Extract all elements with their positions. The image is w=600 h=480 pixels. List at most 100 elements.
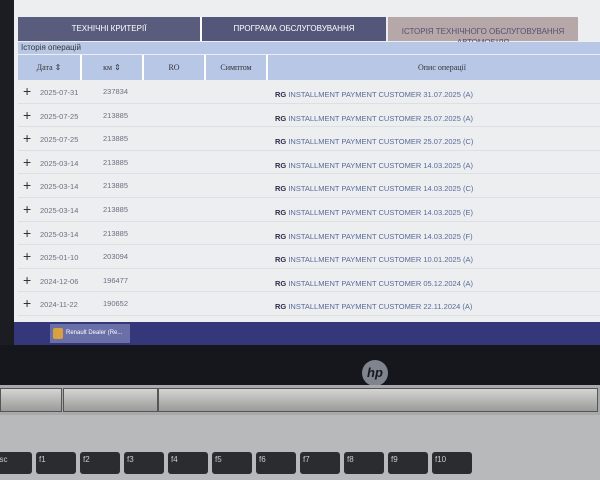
row-code: RG [275,184,287,194]
key-f6[interactable]: f6 [256,452,296,474]
tab-technical-criteria[interactable]: Технічні критерії [18,17,200,41]
table-row[interactable]: + 2025-03-14 213885 RG INSTALLMENT PAYME… [18,151,600,175]
row-description: RG INSTALLMENT PAYMENT CUSTOMER 14.03.20… [275,232,473,241]
hinge-segment [0,388,62,412]
row-date: 2025-03-14 [40,158,79,168]
row-code: RG [275,302,287,312]
row-description-text: INSTALLMENT PAYMENT CUSTOMER 05.12.2024 … [288,278,473,288]
row-description-text: INSTALLMENT PAYMENT CUSTOMER 14.03.2025 … [288,184,474,194]
key-f2[interactable]: f2 [80,452,120,474]
table-row[interactable]: + 2025-03-14 213885 RG INSTALLMENT PAYME… [18,222,600,246]
row-description: RG INSTALLMENT PAYMENT CUSTOMER 25.07.20… [275,137,473,146]
row-description-text: INSTALLMENT PAYMENT CUSTOMER 14.03.2025 … [288,160,473,170]
table-row[interactable]: + 2025-07-25 213885 RG INSTALLMENT PAYME… [18,127,600,151]
row-code: RG [275,231,287,241]
key-f1[interactable]: f1 [36,452,76,474]
table-row[interactable]: + 2025-07-25 213885 RG INSTALLMENT PAYME… [18,104,600,128]
row-km: 213885 [103,110,129,120]
expand-plus-icon[interactable]: + [23,177,32,194]
row-date: 2025-01-10 [40,253,79,263]
row-description-text: INSTALLMENT PAYMENT CUSTOMER 31.07.2025 … [288,90,473,99]
row-date: 2024-11-22 [40,300,78,310]
key-f8[interactable]: f8 [344,452,384,474]
row-description: RG INSTALLMENT PAYMENT CUSTOMER 05.12.20… [275,279,473,288]
expand-plus-icon[interactable]: + [23,83,32,99]
row-code: RG [275,137,287,147]
expand-plus-icon[interactable]: + [23,153,32,170]
table-header: Дата ⇕ км ⇕ RO Симптом Опис операції [18,55,600,80]
row-code: RG [275,90,287,99]
expand-plus-icon[interactable]: + [23,248,32,265]
table-row[interactable]: + 2025-01-10 203094 RG INSTALLMENT PAYME… [18,245,600,269]
row-date: 2025-07-25 [40,135,79,145]
row-date: 2025-03-14 [40,229,79,239]
row-description-text: INSTALLMENT PAYMENT CUSTOMER 14.03.2025 … [288,207,473,217]
row-km: 190652 [103,299,129,309]
row-km: 213885 [103,181,129,191]
row-code: RG [275,255,287,265]
expand-plus-icon[interactable]: + [23,295,32,312]
expand-plus-icon[interactable]: + [23,200,32,217]
table-row[interactable]: + 2025-03-14 213885 RG INSTALLMENT PAYME… [18,198,600,222]
column-ro: RO [144,55,204,80]
operations-table: + 2025-07-31 237834 RG INSTALLMENT PAYME… [18,80,600,316]
expand-plus-icon[interactable]: + [23,106,32,123]
table-row[interactable]: + 2025-03-14 213885 RG INSTALLMENT PAYME… [18,174,600,198]
row-description: RG INSTALLMENT PAYMENT CUSTOMER 14.03.20… [275,184,473,193]
expand-plus-icon[interactable]: + [23,271,32,288]
row-date: 2024-12-06 [40,276,79,286]
tab-service-program[interactable]: Програма обслуговування [200,17,386,41]
key-f3[interactable]: f3 [124,452,164,474]
row-date: 2025-03-14 [40,182,79,192]
row-km: 213885 [103,204,129,214]
key-f10[interactable]: f10 [432,452,472,474]
key-f9[interactable]: f9 [388,452,428,474]
row-code: RG [275,160,287,170]
taskbar-app-label: Renault Dealer (Re... [66,330,123,336]
row-km: 196477 [103,275,129,285]
table-row[interactable]: + 2025-07-31 237834 RG INSTALLMENT PAYME… [18,80,600,104]
key-f7[interactable]: f7 [300,452,340,474]
section-title: Історія операцій [18,42,600,54]
screen: Технічні критерії Програма обслуговуванн… [14,0,600,345]
row-description: RG INSTALLMENT PAYMENT CUSTOMER 25.07.20… [275,114,473,123]
key-f5[interactable]: f5 [212,452,252,474]
hinge-segment [63,388,158,412]
row-description: RG INSTALLMENT PAYMENT CUSTOMER 10.01.20… [275,255,473,264]
row-date: 2025-07-25 [40,111,79,121]
row-km: 213885 [103,157,129,167]
taskbar-app-button[interactable]: Renault Dealer (Re... [50,324,130,343]
laptop-bezel [0,345,600,385]
table-row[interactable]: + 2024-12-06 196477 RG INSTALLMENT PAYME… [18,269,600,293]
table-row[interactable]: + 2024-11-22 190652 RG INSTALLMENT PAYME… [18,292,600,316]
hinge-segment [158,388,598,412]
row-description-text: INSTALLMENT PAYMENT CUSTOMER 14.03.2025 … [288,231,473,241]
row-description: RG INSTALLMENT PAYMENT CUSTOMER 22.11.20… [275,302,472,311]
row-km: 213885 [103,228,129,238]
hp-logo: hp [362,360,388,386]
row-date: 2025-07-31 [40,88,79,97]
row-description-text: INSTALLMENT PAYMENT CUSTOMER 22.11.2024 … [288,302,473,312]
row-code: RG [275,278,287,288]
row-description: RG INSTALLMENT PAYMENT CUSTOMER 14.03.20… [275,161,473,170]
row-description: RG INSTALLMENT PAYMENT CUSTOMER 31.07.20… [275,90,473,99]
row-code: RG [275,207,287,217]
row-description: RG INSTALLMENT PAYMENT CUSTOMER 14.03.20… [275,208,473,217]
column-symptom: Симптом [206,55,266,80]
key-f4[interactable]: f4 [168,452,208,474]
key-esc[interactable]: esc [0,452,32,474]
column-date[interactable]: Дата ⇕ [18,55,80,80]
row-description-text: INSTALLMENT PAYMENT CUSTOMER 10.01.2025 … [288,255,473,265]
app-icon [53,328,63,339]
expand-plus-icon[interactable]: + [23,224,32,241]
row-description-text: INSTALLMENT PAYMENT CUSTOMER 25.07.2025 … [288,113,473,123]
expand-plus-icon[interactable]: + [23,130,32,147]
row-description-text: INSTALLMENT PAYMENT CUSTOMER 25.07.2025 … [288,137,474,147]
taskbar: Renault Dealer (Re... [14,322,600,345]
row-km: 203094 [103,252,129,262]
column-km[interactable]: км ⇕ [82,55,142,80]
row-km: 213885 [103,134,129,144]
row-date: 2025-03-14 [40,205,79,215]
tab-service-history[interactable]: Історія технічного обслуговування автомо… [388,17,578,47]
column-description: Опис операції [268,55,600,80]
